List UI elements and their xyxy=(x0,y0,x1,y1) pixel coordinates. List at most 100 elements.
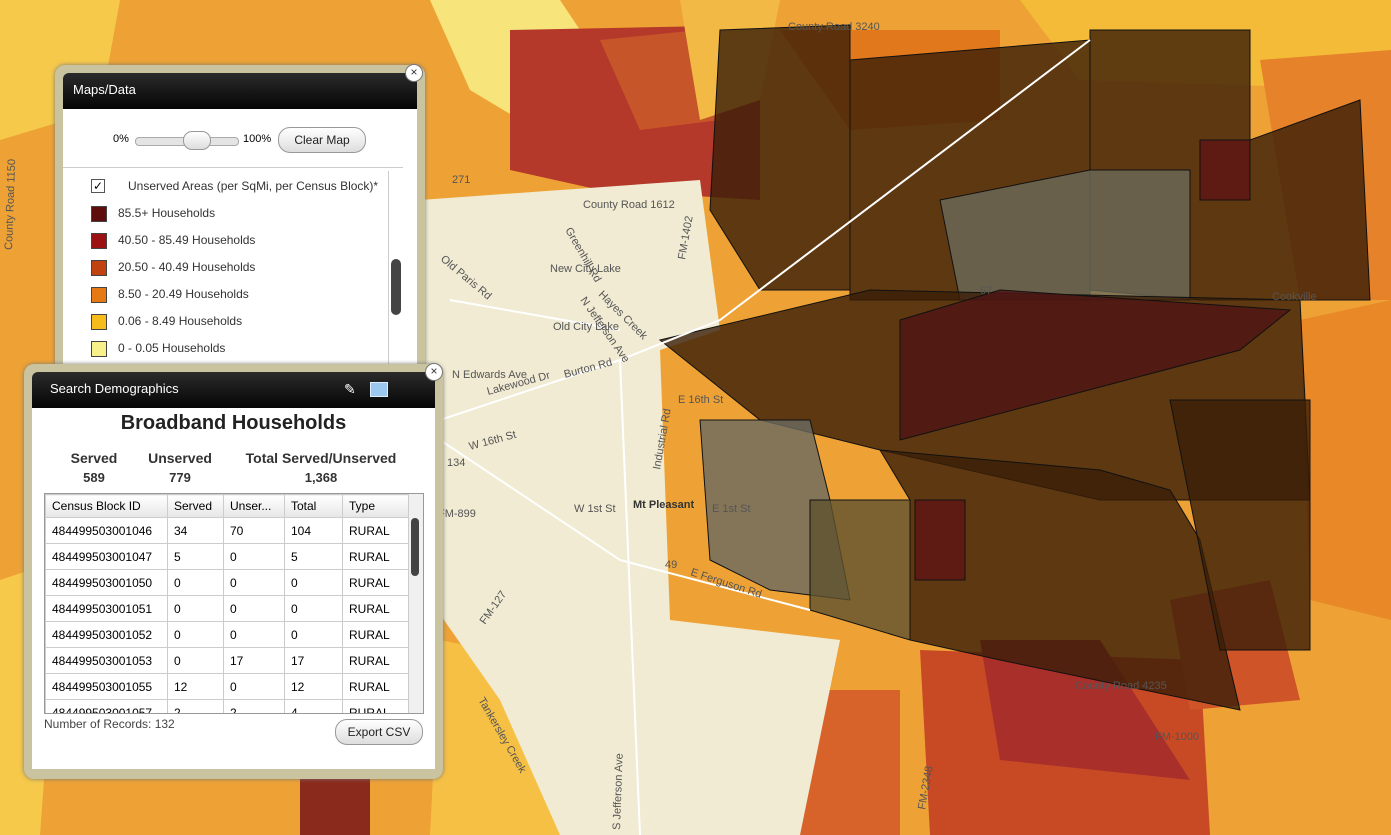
table-cell: 5 xyxy=(284,543,343,570)
table-cell: 0 xyxy=(223,621,285,648)
table-cell: 2 xyxy=(223,699,285,713)
table: Census Block ID Served Unser... Total Type 48… xyxy=(45,494,409,713)
table-cell: RURAL xyxy=(342,647,409,674)
export-csv-button[interactable]: Export CSV xyxy=(335,719,423,745)
table-cell: 104 xyxy=(284,517,343,544)
map-label: 134 xyxy=(447,457,465,469)
map-label: N Edwards Ave xyxy=(452,369,527,381)
table-cell: 484499503001052 xyxy=(45,621,168,648)
legend-label: 0 - 0.05 Households xyxy=(118,341,226,355)
scroll-track xyxy=(388,171,389,375)
summary-value: 1,368 xyxy=(304,470,338,485)
summary-label: Total Served/Unserved xyxy=(245,450,397,466)
table-cell: RURAL xyxy=(342,673,409,700)
header-row: Census Block ID Served Unser... Total Type xyxy=(45,494,409,518)
table-cell: RURAL xyxy=(342,621,409,648)
table-cell: 0 xyxy=(223,543,285,570)
table-cell: RURAL xyxy=(342,595,409,622)
map-label: W 1st St xyxy=(574,503,616,515)
map-label: Old City Lake xyxy=(553,321,619,333)
table-cell: 12 xyxy=(284,673,343,700)
table-icon[interactable] xyxy=(370,382,388,397)
column-header[interactable]: Unser... xyxy=(223,494,285,518)
table-cell: 0 xyxy=(167,569,224,596)
table-row[interactable]: 484499503001053 0 17 17 RURAL xyxy=(45,647,409,674)
search-panel: Search Demographics ✎ Broadband Househol… xyxy=(24,363,443,779)
table-cell: RURAL xyxy=(342,569,409,596)
table-cell: 2 xyxy=(167,699,224,713)
legend-label: 20.50 - 40.49 Households xyxy=(118,260,256,274)
legend-label: 85.5+ Households xyxy=(118,206,216,220)
legend-swatch xyxy=(91,287,107,303)
table-cell: 484499503001050 xyxy=(45,569,168,596)
close-button[interactable]: × xyxy=(405,64,423,82)
table-cell: 70 xyxy=(223,517,285,544)
panel-title: Maps/Data xyxy=(63,73,417,109)
table-row[interactable]: 484499503001057 2 2 4 RURAL xyxy=(45,699,409,713)
table-cell: 34 xyxy=(167,517,224,544)
table-cell: 484499503001057 xyxy=(45,699,168,713)
close-button[interactable]: × xyxy=(425,363,443,381)
map-label: FM-899 xyxy=(438,508,476,520)
map-label: 67 xyxy=(980,285,992,297)
map-label: Cookville xyxy=(1272,291,1317,303)
map-label: County Road 3240 xyxy=(788,21,880,33)
panel-body: Broadband Households Served 589 Unserved 77… xyxy=(32,408,435,769)
table-cell: 17 xyxy=(284,647,343,674)
map-label: New City Lake xyxy=(550,263,621,275)
table-row[interactable]: 484499503001046 34 70 104 RURAL xyxy=(45,517,409,544)
edit-icon[interactable]: ✎ xyxy=(344,381,356,397)
legend-swatch xyxy=(91,206,107,222)
map-label: County Road 1150 xyxy=(3,159,18,250)
map-label: Mt Pleasant xyxy=(633,499,694,511)
layer-checkbox[interactable]: ✓ xyxy=(91,179,105,193)
map-label: E 16th St xyxy=(678,394,723,406)
table-cell: 17 xyxy=(223,647,285,674)
slider-max: 100% xyxy=(243,133,272,145)
record-count: Number of Records: 132 xyxy=(44,717,175,731)
map-label: 271 xyxy=(452,174,470,186)
map-label: 49 xyxy=(665,559,677,571)
column-header[interactable]: Served xyxy=(167,494,224,518)
table-cell: 484499503001053 xyxy=(45,647,168,674)
map-label: County Road 1612 xyxy=(583,199,675,211)
table-cell: 0 xyxy=(223,569,285,596)
scrollbar[interactable] xyxy=(391,259,401,315)
table-cell: 484499503001046 xyxy=(45,517,168,544)
table-cell: 0 xyxy=(223,673,285,700)
scrollbar[interactable] xyxy=(411,518,419,576)
slider-handle[interactable] xyxy=(183,131,211,150)
legend-label: 0.06 - 8.49 Households xyxy=(118,314,243,328)
table-cell: 484499503001047 xyxy=(45,543,168,570)
table-row[interactable]: 484499503001052 0 0 0 RURAL xyxy=(45,621,409,648)
table-cell: 0 xyxy=(284,621,343,648)
table-row[interactable]: 484499503001050 0 0 0 RURAL xyxy=(45,569,409,596)
table-row[interactable]: 484499503001051 0 0 0 RURAL xyxy=(45,595,409,622)
column-header[interactable]: Census Block ID xyxy=(45,494,168,518)
column-header[interactable]: Type xyxy=(342,494,409,518)
legend-swatch xyxy=(91,260,107,276)
unserved-overlay xyxy=(658,24,1371,711)
table-cell: 484499503001051 xyxy=(45,595,168,622)
legend-label: 8.50 - 20.49 Households xyxy=(118,287,249,301)
table-cell: 0 xyxy=(284,569,343,596)
map-label: S Jefferson Ave xyxy=(611,753,626,830)
summary-label: Unserved xyxy=(148,450,212,466)
map-label: FM-1000 xyxy=(1155,731,1199,743)
table-cell: 5 xyxy=(167,543,224,570)
table-row[interactable]: 484499503001047 5 0 5 RURAL xyxy=(45,543,409,570)
divider xyxy=(63,167,403,168)
layer-name: Unserved Areas (per SqMi, per Census Blo… xyxy=(128,179,379,193)
column-header[interactable]: Total xyxy=(284,494,343,518)
summary-value: 779 xyxy=(169,470,191,485)
map-label: County Road 4235 xyxy=(1075,680,1167,692)
clear-map-button[interactable]: Clear Map xyxy=(278,127,366,153)
table-cell: 0 xyxy=(223,595,285,622)
panel-title: Search Demographics xyxy=(32,372,435,408)
table-row[interactable]: 484499503001055 12 0 12 RURAL xyxy=(45,673,409,700)
table-cell: RURAL xyxy=(342,543,409,570)
legend-swatch xyxy=(91,314,107,330)
table-cell: 12 xyxy=(167,673,224,700)
